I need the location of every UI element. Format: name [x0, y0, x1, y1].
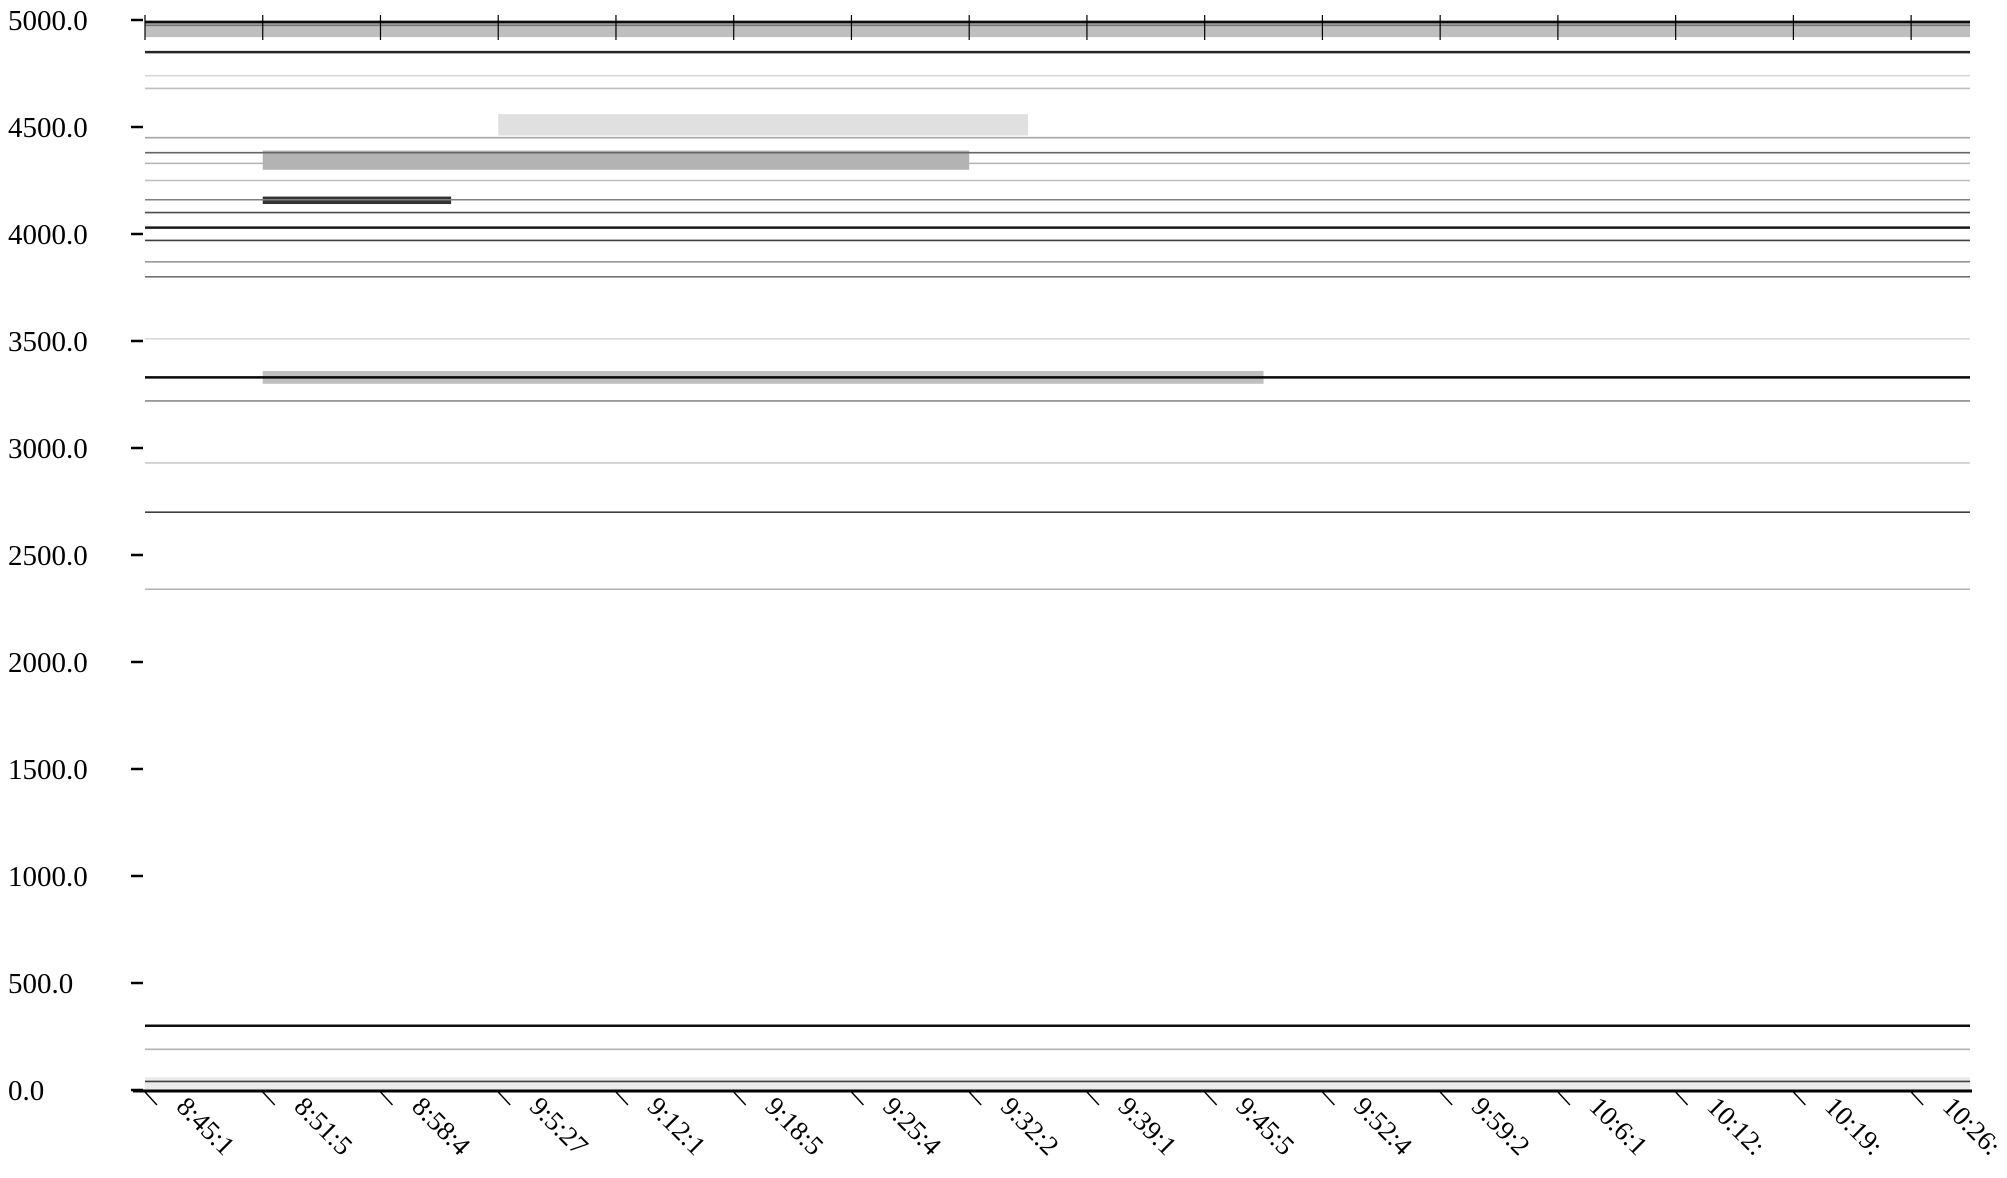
- y-tick-label: 4000.0: [8, 219, 88, 251]
- y-tick-label: 0.0: [8, 1075, 44, 1107]
- x-tick: [1558, 1092, 1570, 1105]
- x-tick: [380, 1092, 392, 1105]
- y-tick-label: 2500.0: [8, 540, 88, 572]
- y-tick-label: 2000.0: [8, 647, 88, 679]
- x-tick: [1205, 1092, 1217, 1105]
- y-tick-label: 5000.0: [8, 5, 88, 37]
- x-tick-label: 9:18:5: [759, 1091, 829, 1161]
- x-tick-label: 9:52:4: [1348, 1091, 1418, 1161]
- x-tick-label: 10:12:: [1701, 1091, 1771, 1161]
- x-tick: [498, 1092, 510, 1105]
- y-tick-label: 1000.0: [8, 861, 88, 893]
- x-tick: [1793, 1092, 1805, 1105]
- x-tick: [1911, 1092, 1923, 1105]
- x-tick-label: 10:6:1: [1584, 1091, 1654, 1161]
- x-tick-label: 9:39:1: [1113, 1091, 1183, 1161]
- x-tick-label: 9:59:2: [1466, 1091, 1536, 1161]
- y-tick-label: 3500.0: [8, 326, 88, 358]
- x-tick-label: 9:32:2: [995, 1091, 1065, 1161]
- x-tick-label: 9:25:4: [877, 1091, 947, 1161]
- x-tick-label: 8:58:4: [406, 1091, 476, 1161]
- x-tick-label: 8:51:5: [288, 1091, 358, 1161]
- x-tick: [616, 1092, 628, 1105]
- x-tick-label: 9:5:27: [524, 1091, 594, 1161]
- plot-area: [145, 20, 1970, 1090]
- x-tick-label: 9:12:1: [642, 1091, 712, 1161]
- x-tick: [1322, 1092, 1334, 1105]
- x-tick: [1676, 1092, 1688, 1105]
- x-tick: [1087, 1092, 1099, 1105]
- x-tick: [969, 1092, 981, 1105]
- y-tick-label: 500.0: [8, 968, 73, 1000]
- heatmap-patch-2: [498, 114, 1028, 135]
- x-tick: [263, 1092, 275, 1105]
- x-tick: [145, 1092, 157, 1105]
- x-tick-label: 8:45:1: [171, 1091, 241, 1161]
- heatmap-patch-5: [145, 1077, 1970, 1090]
- x-tick-label: 10:19:: [1819, 1091, 1889, 1161]
- axes: 0.0 500.0 1000.0 1500.0 2000.0 2500.0 3000.0 35…: [8, 5, 2007, 1161]
- y-tick-label: 1500.0: [8, 754, 88, 786]
- x-tick: [851, 1092, 863, 1105]
- y-tick-label: 4500.0: [8, 112, 88, 144]
- x-tick: [734, 1092, 746, 1105]
- x-tick-label: 10:26:: [1937, 1091, 2007, 1161]
- x-tick: [1440, 1092, 1452, 1105]
- x-tick-label: 9:45:5: [1230, 1091, 1300, 1161]
- y-tick-label: 3000.0: [8, 433, 88, 465]
